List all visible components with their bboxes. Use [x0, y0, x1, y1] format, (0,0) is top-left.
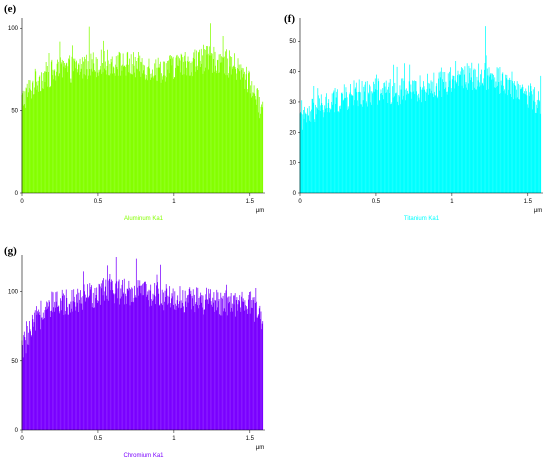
y-tick-label: 0	[15, 428, 19, 434]
panel-label: (g)	[4, 245, 17, 257]
panel-e: (e) 0 50 100 0 0.5 1 1.5μm Aluminum Ka1	[4, 3, 265, 222]
x-unit-label: μm	[256, 445, 264, 451]
x-tick-label: 0	[298, 199, 302, 205]
x-tick-label: 0.5	[94, 199, 103, 205]
panel-g: (g) 0 50 100 0 0.5 1 1.5μm Chromium Ka1	[4, 245, 265, 459]
x-tick-label: 1	[450, 199, 454, 205]
x-tick-label: 1.5	[524, 199, 533, 205]
x-tick-label: 0.5	[372, 199, 381, 205]
y-tick-label: 50	[11, 359, 18, 365]
y-tick-label: 50	[11, 109, 18, 115]
x-tick-label: 1	[172, 199, 176, 205]
x-tick-label: 0	[20, 199, 24, 205]
y-tick-label: 100	[8, 290, 19, 296]
y-tick-label: 0	[15, 191, 19, 197]
series-label: Aluminum Ka1	[124, 216, 164, 222]
spectrum-bars	[299, 26, 542, 193]
panel-label: (e)	[4, 3, 17, 15]
x-unit-label: μm	[256, 208, 264, 214]
spectrum-bars	[21, 23, 264, 193]
x-tick-label: 1.5	[246, 436, 255, 442]
y-tick-label: 10	[289, 161, 296, 167]
y-tick-label: 0	[293, 191, 297, 197]
x-tick-label: 1.5	[246, 199, 255, 205]
y-tick-label: 100	[8, 26, 19, 32]
panel-f: (f) 0 10 20 30 40 50 0 0.5 1 1.5μm Titanium Ka1	[284, 13, 543, 222]
x-tick-label: 0.5	[94, 436, 103, 442]
series-label: Titanium Ka1	[404, 216, 440, 222]
x-tick-label: 0	[20, 436, 24, 442]
x-tick-label: 1	[172, 436, 176, 442]
x-unit-label: μm	[534, 208, 542, 214]
y-tick-label: 50	[289, 39, 296, 45]
y-tick-label: 30	[289, 100, 296, 106]
series-label: Chromium Ka1	[123, 453, 164, 459]
y-tick-label: 20	[289, 130, 296, 136]
spectrum-bars	[21, 257, 264, 430]
y-tick-label: 40	[289, 70, 296, 76]
panel-label: (f)	[284, 13, 295, 25]
